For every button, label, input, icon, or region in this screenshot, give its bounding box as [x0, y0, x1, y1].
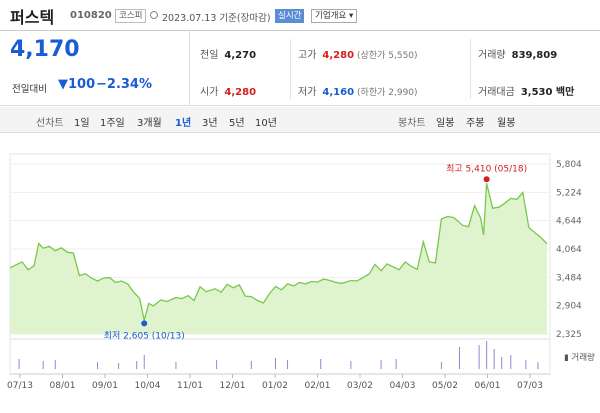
- y-tick-label: 4,644: [556, 217, 582, 227]
- tab-monthly[interactable]: 월봉: [497, 118, 516, 129]
- stock-header: 퍼스텍 010820 코스피 2023.07.13 기준(장마감) 실시간 기업…: [0, 0, 600, 30]
- company-info-button[interactable]: 기업개요 ▾: [311, 9, 358, 23]
- y-tick-label: 3,484: [556, 273, 582, 283]
- min-annotation: 최저 2,605 (10/13): [104, 330, 185, 341]
- x-tick-label: 08/01: [50, 381, 76, 391]
- tab-1y[interactable]: 1년: [175, 118, 192, 129]
- price-chart-svg: 5,804 5,224 4,644 4,064 3,484 2,904 2,325 최고 5,…: [7, 153, 595, 391]
- y-tick-label: 2,904: [556, 302, 582, 312]
- stock-name: 퍼스텍: [10, 8, 55, 27]
- chart-tabs: 선차트 1일 1주일 3개월 1년 3년 5년 10년 봉차트 일봉 주봉 월봉: [0, 107, 600, 133]
- tab-3m[interactable]: 3개월: [137, 118, 162, 129]
- x-tick-label: 06/01: [475, 381, 501, 391]
- tab-1d[interactable]: 1일: [74, 118, 90, 129]
- low-price: 저가 4,160 (하한가 2,990): [298, 83, 418, 98]
- prev-close: 전일 4,270: [200, 46, 256, 61]
- current-price-box: 4,170 전일대비 ▼100 −2.34%: [0, 31, 190, 106]
- y-tick-label: 2,325: [556, 330, 582, 340]
- quote-summary: 4,170 전일대비 ▼100 −2.34% 전일 4,270 시가 4,280 고…: [0, 30, 600, 106]
- price-line: [9, 183, 548, 321]
- price-area: [10, 183, 547, 334]
- open-label: 시가: [200, 87, 219, 98]
- max-annotation: 최고 5,410 (05/18): [446, 163, 527, 174]
- low-label: 저가: [298, 87, 317, 98]
- divider: [290, 39, 291, 99]
- tab-weekly[interactable]: 주봉: [466, 118, 485, 129]
- x-tick-label: 07/13: [7, 381, 33, 391]
- open-price: 시가 4,280: [200, 83, 256, 98]
- x-tick-label: 04/03: [390, 381, 416, 391]
- current-price: 4,170: [10, 37, 80, 62]
- candle-chart-label: 봉차트: [398, 118, 426, 129]
- x-tick-label: 09/01: [92, 381, 118, 391]
- high-label: 고가: [298, 50, 317, 61]
- volume: 거래량 839,809: [478, 46, 557, 61]
- x-tick-label: 03/02: [347, 381, 373, 391]
- stock-code: 010820: [70, 10, 112, 21]
- high-price: 고가 4,280 (상한가 5,550): [298, 46, 418, 61]
- amount-label: 거래대금: [478, 87, 515, 98]
- x-tick-label: 07/03: [517, 381, 543, 391]
- high-value: 4,280: [322, 50, 355, 61]
- upper-limit: (상한가 5,550): [357, 51, 418, 61]
- prev-value: 4,270: [224, 50, 257, 61]
- divider: [470, 39, 471, 99]
- change-label: 전일대비: [12, 84, 47, 95]
- y-tick-label: 5,804: [556, 160, 582, 170]
- max-point: [483, 176, 490, 183]
- volume-label: 거래량: [478, 50, 506, 61]
- change-percent: −2.34%: [96, 77, 152, 92]
- tab-daily[interactable]: 일봉: [436, 118, 455, 129]
- line-chart-label: 선차트: [36, 118, 64, 129]
- change-amount: ▼100: [58, 77, 96, 92]
- lower-limit: (하한가 2,990): [357, 88, 418, 98]
- tab-3y[interactable]: 3년: [202, 118, 218, 129]
- market-badge: 코스피: [115, 9, 147, 23]
- tab-5y[interactable]: 5년: [229, 118, 245, 129]
- y-tick-label: 5,224: [556, 188, 582, 198]
- trade-amount: 거래대금 3,530 백만: [478, 83, 574, 98]
- realtime-button[interactable]: 실시간: [275, 9, 305, 23]
- volume-label: ▮ 거래량: [564, 352, 595, 363]
- x-tick-label: 02/01: [305, 381, 331, 391]
- x-tick-label: 11/01: [177, 381, 203, 391]
- x-tick-label: 05/02: [432, 381, 458, 391]
- prev-label: 전일: [200, 50, 219, 61]
- x-tick-label: 01/02: [262, 381, 288, 391]
- amount-value: 3,530 백만: [520, 87, 575, 98]
- y-tick-label: 4,064: [556, 245, 582, 255]
- price-chart: 5,804 5,224 4,644 4,064 3,484 2,904 2,325 최고 5,…: [0, 134, 600, 409]
- low-value: 4,160: [322, 87, 355, 98]
- volume-value: 839,809: [511, 50, 558, 61]
- x-tick-label: 12/01: [220, 381, 246, 391]
- tab-10y[interactable]: 10년: [255, 118, 277, 129]
- open-value: 4,280: [224, 87, 257, 98]
- x-tick-label: 10/04: [135, 381, 161, 391]
- min-point: [141, 320, 148, 327]
- tab-1w[interactable]: 1주일: [100, 118, 125, 129]
- quote-date: 2023.07.13 기준(장마감): [162, 13, 271, 24]
- clock-icon: [150, 11, 158, 19]
